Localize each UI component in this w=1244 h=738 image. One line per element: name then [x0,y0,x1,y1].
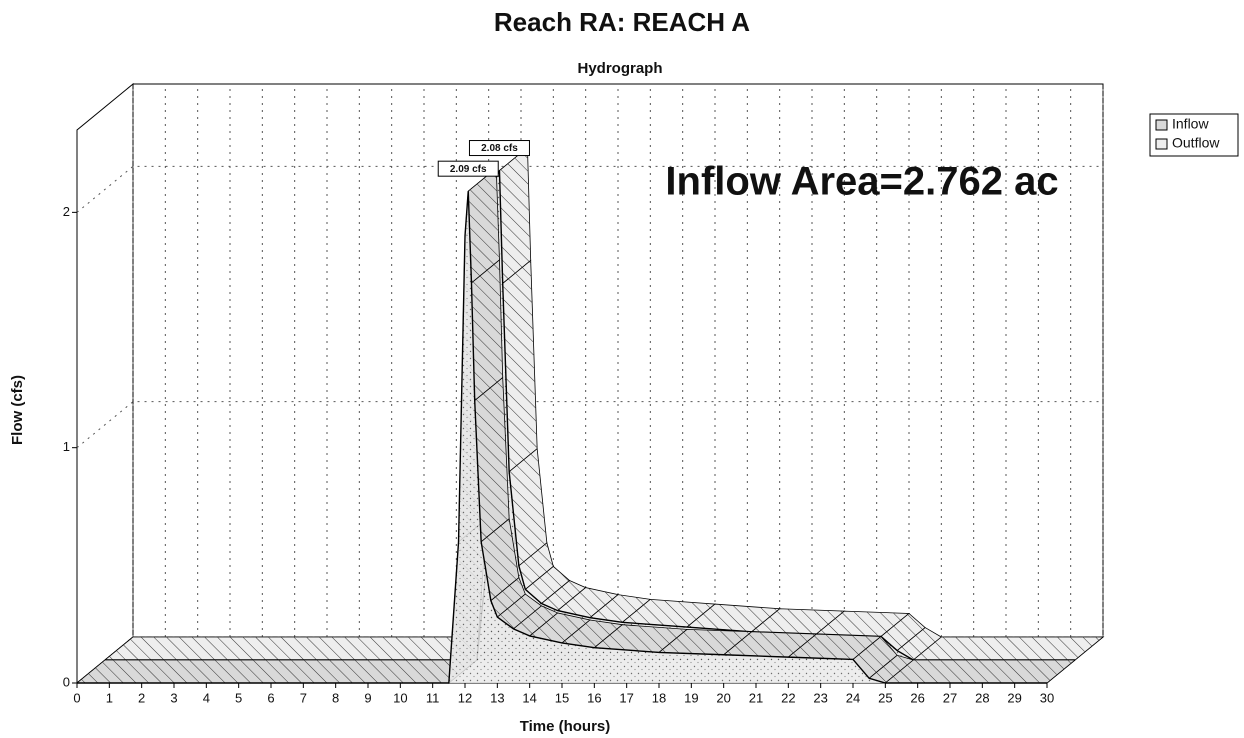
legend-swatch [1155,138,1168,150]
ribbon-hatch [529,612,590,643]
ribbon-hatch [499,147,531,284]
ribbon-hatch [594,624,687,653]
x-tick-label: 5 [235,690,242,705]
x-tick-label: 19 [684,690,698,705]
ribbon-hatch [853,636,898,679]
ribbon-hatch [788,634,881,660]
y-tick-label: 1 [63,439,70,454]
x-tick-label: 13 [490,690,504,705]
legend-label: Inflow [1172,116,1209,132]
ribbon-hatch [474,377,510,542]
ribbon-hatch [513,605,558,636]
chart-subtitle: Hydrograph [577,60,662,77]
x-tick-label: 21 [749,690,763,705]
x-tick-label: 29 [1007,690,1021,705]
ribbon-hatch [622,599,715,628]
ribbon-hatch [881,613,926,651]
annotation: Inflow Area=2.762 ac [665,160,1058,204]
ribbon-hatch [541,580,586,611]
ribbon-hatch [518,542,554,590]
y-tick-label: 2 [63,204,70,219]
x-tick-label: 18 [652,690,666,705]
x-tick-label: 16 [587,690,601,705]
x-tick-label: 10 [393,690,407,705]
chart-title: Reach RA: REACH A [494,7,750,37]
ribbon-hatch [502,260,538,472]
ribbon-hatch [751,608,845,635]
ribbon-hatch [468,168,500,283]
legend-label: Outflow [1172,135,1220,151]
x-tick-label: 8 [332,690,339,705]
x-tick-label: 28 [975,690,989,705]
ribbon-hatch [471,259,503,401]
ribbon-hatch [497,594,542,629]
ribbon-hatch [816,611,909,637]
x-tick-label: 30 [1040,690,1054,705]
x-tick-label: 0 [73,690,80,705]
x-tick-label: 4 [203,690,210,705]
ribbon-hatch [509,448,547,566]
peak-label-box [468,140,530,157]
x-tick-label: 14 [522,690,536,705]
ribbon-hatch [77,660,477,683]
x-tick-label: 6 [267,690,274,705]
y-axis-label: Flow (cfs) [9,375,26,445]
x-tick-label: 22 [781,690,795,705]
ribbon-hatch [490,577,526,618]
x-tick-label: 11 [426,690,440,705]
ribbon-hatch [897,627,942,660]
ribbon-hatch [659,629,752,655]
peak-label-box [437,160,499,177]
ribbon-hatch [723,631,817,658]
peak-label: 2.08 cfs [481,143,518,154]
x-tick-label: 2 [138,690,145,705]
series-0: 2.09 cfs [75,160,1077,684]
x-tick-label: 1 [106,690,113,705]
x-tick-label: 9 [364,690,371,705]
x-tick-label: 17 [619,690,633,705]
x-tick-label: 25 [878,690,892,705]
x-tick-label: 27 [943,690,957,705]
left-wall [76,82,134,685]
x-tick-label: 7 [300,690,307,705]
ribbon-hatch [687,604,780,632]
ribbon-hatch [105,637,505,660]
ribbon-hatch [590,594,651,623]
x-tick-label: 20 [716,690,730,705]
x-tick-label: 12 [458,690,472,705]
ribbon-hatch [481,518,519,601]
peak-label: 2.09 cfs [450,164,487,175]
ribbon-hatch [557,587,618,618]
ribbon-hatch [525,566,570,604]
x-axis-label: Time (hours) [520,718,611,735]
ribbon-hatch [869,655,914,683]
ribbon-hatch [885,660,1075,683]
series-line [77,191,1047,684]
x-tick-label: 3 [170,690,177,705]
x-tick-label: 23 [813,690,827,705]
legend-swatch [1155,119,1168,131]
y-tick-label: 0 [63,674,70,689]
x-tick-label: 15 [555,690,569,705]
x-tick-label: 26 [910,690,924,705]
ribbon-hatch [562,619,623,648]
x-tick-label: 24 [846,690,860,705]
ribbon-hatch [913,637,1103,660]
